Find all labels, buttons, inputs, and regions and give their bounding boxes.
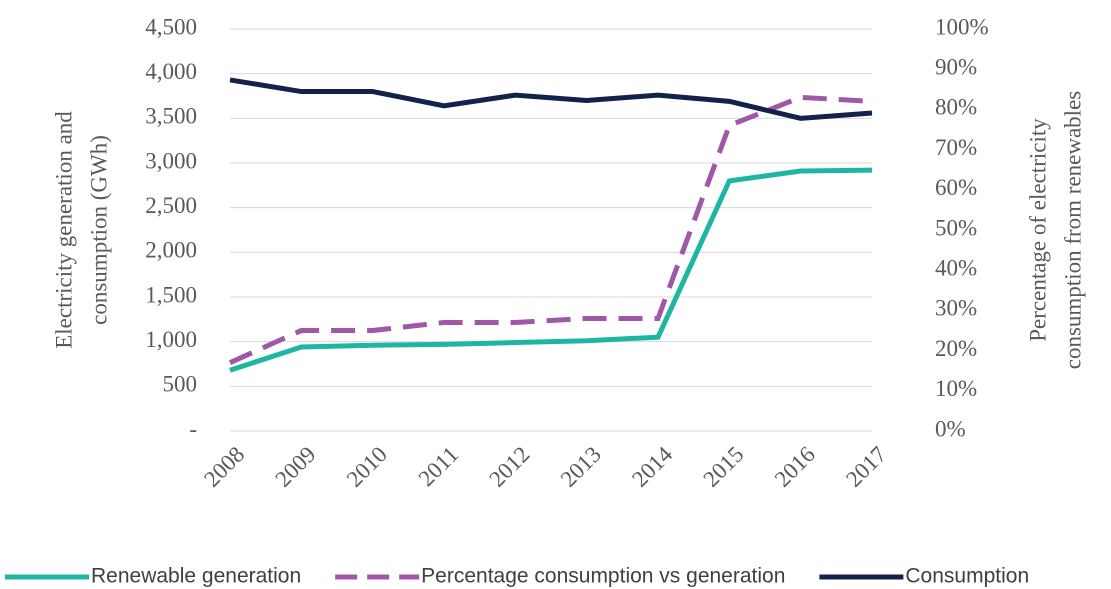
x-tick-label: 2016 <box>770 442 820 492</box>
y-tick-label: 1,000 <box>145 327 197 352</box>
y-tick-label: 3,000 <box>145 148 197 173</box>
legend-label: Consumption <box>905 565 1029 588</box>
x-tick-label: 2015 <box>698 442 748 492</box>
x-tick-label: 2017 <box>841 442 891 492</box>
y-tick-label: 2,000 <box>145 238 197 263</box>
legend-label: Renewable generation <box>91 565 301 588</box>
x-tick-label: 2012 <box>484 442 534 492</box>
x-tick-label: 2011 <box>414 442 464 492</box>
series-line <box>229 77 873 121</box>
y-axis-title: consumption (GWh) <box>86 135 111 325</box>
y-tick-label: 4,500 <box>145 14 197 39</box>
x-tick-label: 2010 <box>342 442 392 492</box>
y2-tick-label: 10% <box>935 376 977 401</box>
y2-tick-label: 60% <box>935 175 977 200</box>
y-axis-title: Electricity generation and <box>51 111 76 349</box>
x-tick-label: 2014 <box>627 441 678 492</box>
y-tick-label: 3,500 <box>145 104 197 129</box>
y2-axis-title: consumption from renewables <box>1060 91 1085 370</box>
y2-tick-label: 100% <box>935 14 989 39</box>
x-tick-label: 2009 <box>270 442 320 492</box>
legend-label: Percentage consumption vs generation <box>421 565 785 588</box>
y-tick-label: 2,500 <box>145 193 197 218</box>
y2-tick-label: 0% <box>935 416 966 441</box>
series-line <box>228 94 873 365</box>
y-tick-label: 4,000 <box>145 59 197 84</box>
y2-tick-label: 40% <box>935 255 977 280</box>
x-tick-label: 2013 <box>556 442 606 492</box>
x-tick-label: 2008 <box>199 442 249 492</box>
y2-tick-label: 50% <box>935 215 977 240</box>
y-tick-label: - <box>189 416 197 441</box>
y-tick-label: 1,500 <box>145 282 197 307</box>
y2-tick-label: 20% <box>935 336 977 361</box>
y2-axis-title: Percentage of electricity <box>1025 118 1050 342</box>
y2-tick-label: 90% <box>935 54 977 79</box>
y2-tick-label: 80% <box>935 95 977 120</box>
y2-tick-label: 70% <box>935 135 977 160</box>
y-tick-label: 500 <box>163 372 198 397</box>
series-line <box>229 167 873 373</box>
y2-tick-label: 30% <box>935 296 977 321</box>
